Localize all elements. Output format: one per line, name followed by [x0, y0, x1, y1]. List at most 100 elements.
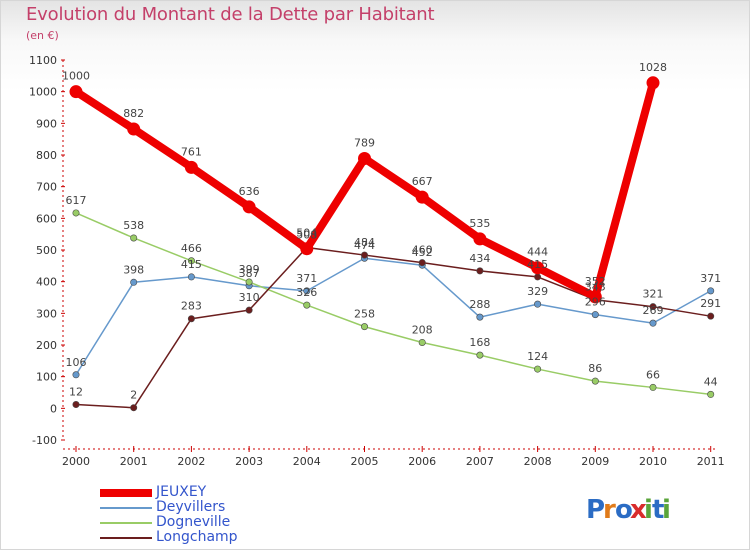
data-label-deyvillers: 106 [66, 356, 87, 369]
data-label-deyvillers: 452 [412, 246, 433, 259]
data-point-dogneville [245, 278, 253, 286]
legend-swatch [100, 507, 152, 509]
data-point-dogneville [72, 209, 80, 217]
data-point-jeuxey [242, 200, 256, 214]
data-label-dogneville: 124 [527, 350, 548, 363]
data-label-jeuxey: 504 [296, 227, 317, 240]
y-tick-label: 800 [36, 149, 57, 162]
data-label-deyvillers: 329 [527, 285, 548, 298]
y-tick-label: 200 [36, 339, 57, 352]
data-point-longchamp [360, 251, 368, 259]
y-tick-label: 600 [36, 212, 57, 225]
y-tick-label: 400 [36, 276, 57, 289]
data-point-longchamp [130, 404, 138, 412]
legend-swatch [100, 537, 152, 539]
series-line-jeuxey [72, 78, 657, 301]
data-point-longchamp [245, 306, 253, 314]
x-tick-label: 2000 [62, 455, 90, 468]
x-tick-label: 2011 [697, 455, 725, 468]
y-tick-label: 700 [36, 181, 57, 194]
data-label-longchamp: 343 [585, 281, 606, 294]
data-point-jeuxey [531, 261, 545, 275]
data-point-longchamp [534, 273, 542, 281]
data-label-deyvillers: 371 [700, 272, 721, 285]
y-tick-label: 1100 [29, 54, 57, 67]
logo-letter: i [644, 495, 653, 525]
data-label-longchamp: 291 [700, 297, 721, 310]
data-point-longchamp [649, 303, 657, 311]
data-point-longchamp [476, 267, 484, 275]
data-point-dogneville [187, 257, 195, 265]
logo-letter: o [615, 495, 633, 525]
data-labels-layer: 106 398 415 387 371 474 452 288 329 296 269 371 617 5… [62, 61, 721, 402]
x-tick-label: 2009 [581, 455, 609, 468]
data-label-dogneville: 66 [646, 368, 660, 381]
data-label-deyvillers: 269 [643, 304, 664, 317]
data-point-deyvillers [649, 319, 657, 327]
x-tick-label: 2007 [466, 455, 494, 468]
data-point-jeuxey [646, 76, 660, 90]
data-label-jeuxey: 636 [239, 185, 260, 198]
logo-letter: P [586, 495, 605, 525]
data-label-longchamp: 283 [181, 300, 202, 313]
data-point-longchamp [707, 312, 715, 320]
data-point-jeuxey [69, 85, 83, 99]
data-point-dogneville [360, 323, 368, 331]
data-label-jeuxey: 1028 [639, 61, 667, 74]
data-label-dogneville: 208 [412, 323, 433, 336]
legend-label: Dogneville [156, 514, 231, 530]
data-label-deyvillers: 474 [354, 239, 375, 252]
data-label-longchamp: 484 [354, 236, 375, 249]
data-point-jeuxey [358, 151, 371, 165]
data-label-deyvillers: 387 [239, 267, 260, 280]
data-label-deyvillers: 288 [469, 298, 490, 311]
data-label-deyvillers: 398 [123, 263, 144, 276]
x-tick-label: 2001 [120, 455, 148, 468]
data-label-dogneville: 617 [66, 194, 87, 207]
data-point-dogneville [649, 383, 657, 391]
series-line-deyvillers [75, 257, 712, 376]
legend-swatch [100, 489, 152, 497]
series-line-dogneville [75, 212, 712, 396]
chart-subtitle: (en €) [26, 29, 59, 42]
logo-letters: Pr oxi ti [586, 495, 671, 525]
legend-label: Deyvillers [156, 499, 226, 515]
data-label-jeuxey: 882 [123, 107, 144, 120]
data-label-deyvillers: 415 [181, 258, 202, 271]
y-tick-label: 0 [50, 402, 57, 415]
data-label-longchamp: 12 [69, 386, 83, 399]
logo-letter: r [603, 495, 616, 525]
data-point-deyvillers [130, 278, 138, 286]
data-label-dogneville: 44 [704, 375, 718, 388]
x-tick-label: 2006 [408, 455, 436, 468]
legend-label: JEUXEY [156, 484, 207, 500]
axes: -100 0 100 200 300 400 500 600 700 800 900 1000 1100… [29, 54, 725, 468]
data-point-dogneville [418, 338, 426, 346]
series-line-longchamp [75, 246, 712, 409]
data-label-longchamp: 434 [469, 252, 490, 265]
data-label-deyvillers: 371 [296, 272, 317, 285]
data-label-deyvillers: 296 [585, 296, 606, 309]
legend-label: Longchamp [156, 529, 238, 545]
chart-title: Evolution du Montant de la Dette par Hab… [26, 4, 435, 25]
data-label-dogneville: 168 [469, 336, 490, 349]
data-point-deyvillers [72, 371, 80, 379]
data-label-dogneville: 326 [296, 286, 317, 299]
y-tick-label: -100 [32, 434, 57, 447]
data-label-longchamp: 460 [412, 244, 433, 257]
data-label-jeuxey: 789 [354, 136, 375, 149]
y-tick-label: 1000 [29, 86, 57, 99]
data-point-dogneville [303, 301, 311, 309]
x-tick-label: 2010 [639, 455, 667, 468]
logo-letter: i [662, 495, 671, 525]
data-label-longchamp: 415 [527, 258, 548, 271]
series-layer [69, 76, 715, 412]
data-point-jeuxey [300, 242, 314, 256]
data-label-dogneville: 86 [588, 362, 602, 375]
data-point-longchamp [187, 315, 195, 323]
data-label-dogneville: 538 [123, 219, 144, 232]
data-point-longchamp [72, 401, 80, 409]
